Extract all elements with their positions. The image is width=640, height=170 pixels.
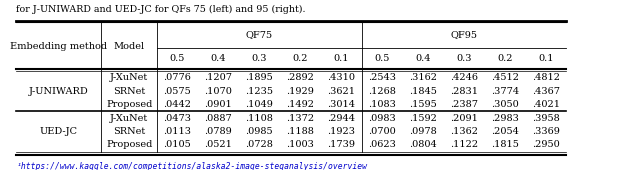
Text: ¹https://www.kaggle.com/competitions/alaska2-image-steganalysis/overview: ¹https://www.kaggle.com/competitions/ala… — [17, 162, 367, 170]
Text: .3958: .3958 — [532, 114, 560, 123]
Text: .0473: .0473 — [163, 114, 191, 123]
Text: .1845: .1845 — [409, 87, 437, 96]
Text: .0105: .0105 — [163, 140, 191, 149]
Text: .2892: .2892 — [286, 73, 314, 82]
Text: .1372: .1372 — [286, 114, 314, 123]
Text: .1595: .1595 — [409, 100, 437, 109]
Text: .0728: .0728 — [245, 140, 273, 149]
Text: .4512: .4512 — [491, 73, 519, 82]
Text: .0804: .0804 — [409, 140, 437, 149]
Text: .0700: .0700 — [368, 127, 396, 136]
Text: Model: Model — [114, 42, 145, 51]
Text: for J-UNIWARD and UED-JC for QFs 75 (left) and 95 (right).: for J-UNIWARD and UED-JC for QFs 75 (lef… — [17, 5, 306, 14]
Text: .1108: .1108 — [245, 114, 273, 123]
Text: .2054: .2054 — [491, 127, 519, 136]
Text: .3621: .3621 — [327, 87, 355, 96]
Text: 0.1: 0.1 — [538, 54, 554, 63]
Text: Proposed: Proposed — [106, 100, 152, 109]
Text: .1049: .1049 — [245, 100, 273, 109]
Text: 0.5: 0.5 — [374, 54, 390, 63]
Text: .0776: .0776 — [163, 73, 191, 82]
Text: QF75: QF75 — [246, 31, 273, 40]
Text: 0.3: 0.3 — [252, 54, 267, 63]
Text: 0.2: 0.2 — [292, 54, 308, 63]
Text: .0575: .0575 — [163, 87, 191, 96]
Text: .4367: .4367 — [532, 87, 560, 96]
Text: .3774: .3774 — [491, 87, 519, 96]
Text: .1122: .1122 — [450, 140, 478, 149]
Text: Proposed: Proposed — [106, 140, 152, 149]
Text: 0.2: 0.2 — [497, 54, 513, 63]
Text: .0887: .0887 — [204, 114, 232, 123]
Text: .1895: .1895 — [245, 73, 273, 82]
Text: .2831: .2831 — [450, 87, 478, 96]
Text: J-XuNet: J-XuNet — [110, 114, 148, 123]
Text: .0623: .0623 — [368, 140, 396, 149]
Text: .1083: .1083 — [368, 100, 396, 109]
Text: QF95: QF95 — [451, 31, 477, 40]
Text: 0.4: 0.4 — [415, 54, 431, 63]
Text: Embedding method: Embedding method — [10, 42, 108, 51]
Text: .1188: .1188 — [286, 127, 314, 136]
Text: .4812: .4812 — [532, 73, 560, 82]
Text: 0.5: 0.5 — [170, 54, 185, 63]
Text: UED-JC: UED-JC — [40, 127, 78, 136]
Text: J-XuNet: J-XuNet — [110, 73, 148, 82]
Text: .2983: .2983 — [491, 114, 519, 123]
Text: .0985: .0985 — [245, 127, 273, 136]
Text: .0789: .0789 — [204, 127, 232, 136]
Text: .1235: .1235 — [245, 87, 273, 96]
Text: .1003: .1003 — [286, 140, 314, 149]
Text: .1929: .1929 — [286, 87, 314, 96]
Text: J-UNIWARD: J-UNIWARD — [29, 87, 89, 96]
Text: SRNet: SRNet — [113, 127, 145, 136]
Text: .1492: .1492 — [286, 100, 314, 109]
Text: .0113: .0113 — [163, 127, 191, 136]
Text: 0.4: 0.4 — [211, 54, 226, 63]
Text: .2387: .2387 — [450, 100, 478, 109]
Text: .1268: .1268 — [368, 87, 396, 96]
Text: .4310: .4310 — [327, 73, 355, 82]
Text: .3050: .3050 — [491, 100, 519, 109]
Text: .1739: .1739 — [327, 140, 355, 149]
Text: .0442: .0442 — [163, 100, 191, 109]
Text: .0978: .0978 — [409, 127, 437, 136]
Text: .2543: .2543 — [368, 73, 396, 82]
Text: .3014: .3014 — [327, 100, 355, 109]
Text: .1070: .1070 — [204, 87, 232, 96]
Text: .1362: .1362 — [450, 127, 478, 136]
Text: SRNet: SRNet — [113, 87, 145, 96]
Text: .1207: .1207 — [204, 73, 232, 82]
Text: .4246: .4246 — [450, 73, 478, 82]
Text: .3162: .3162 — [409, 73, 437, 82]
Text: .1592: .1592 — [409, 114, 437, 123]
Text: .0901: .0901 — [204, 100, 232, 109]
Text: 0.1: 0.1 — [333, 54, 349, 63]
Text: .2091: .2091 — [450, 114, 478, 123]
Text: .2944: .2944 — [327, 114, 355, 123]
Text: .0521: .0521 — [204, 140, 232, 149]
Text: .4021: .4021 — [532, 100, 560, 109]
Text: .0983: .0983 — [368, 114, 396, 123]
Text: 0.3: 0.3 — [456, 54, 472, 63]
Text: .3369: .3369 — [532, 127, 560, 136]
Text: .2950: .2950 — [532, 140, 560, 149]
Text: .1923: .1923 — [327, 127, 355, 136]
Text: .1815: .1815 — [491, 140, 519, 149]
